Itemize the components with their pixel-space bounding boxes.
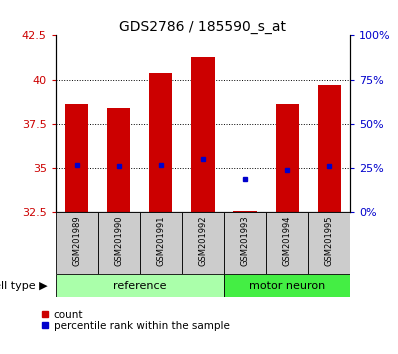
Text: GSM201994: GSM201994 (283, 216, 292, 266)
Text: GSM201995: GSM201995 (325, 216, 334, 266)
Bar (140, 212, 182, 274)
Bar (191, 57, 215, 212)
Text: GSM201993: GSM201993 (240, 216, 250, 266)
Bar (318, 85, 341, 212)
Bar (266, 212, 308, 274)
Text: GSM201990: GSM201990 (114, 216, 123, 266)
Bar (56, 212, 98, 274)
Text: GSM201991: GSM201991 (156, 216, 166, 266)
Bar (65, 104, 88, 212)
Bar (149, 73, 172, 212)
Bar (56, 274, 224, 297)
Bar (308, 212, 350, 274)
Bar (182, 212, 224, 274)
Title: GDS2786 / 185590_s_at: GDS2786 / 185590_s_at (119, 21, 287, 34)
Bar (98, 212, 140, 274)
Bar (275, 104, 298, 212)
Text: cell type ▶: cell type ▶ (0, 281, 48, 291)
Bar (224, 274, 350, 297)
Text: motor neuron: motor neuron (249, 281, 325, 291)
Bar (234, 211, 257, 212)
Text: GSM201992: GSM201992 (199, 216, 207, 266)
Legend: count, percentile rank within the sample: count, percentile rank within the sample (41, 310, 229, 331)
Text: reference: reference (113, 281, 167, 291)
Bar (107, 108, 131, 212)
Bar (224, 212, 266, 274)
Text: GSM201989: GSM201989 (72, 216, 81, 266)
